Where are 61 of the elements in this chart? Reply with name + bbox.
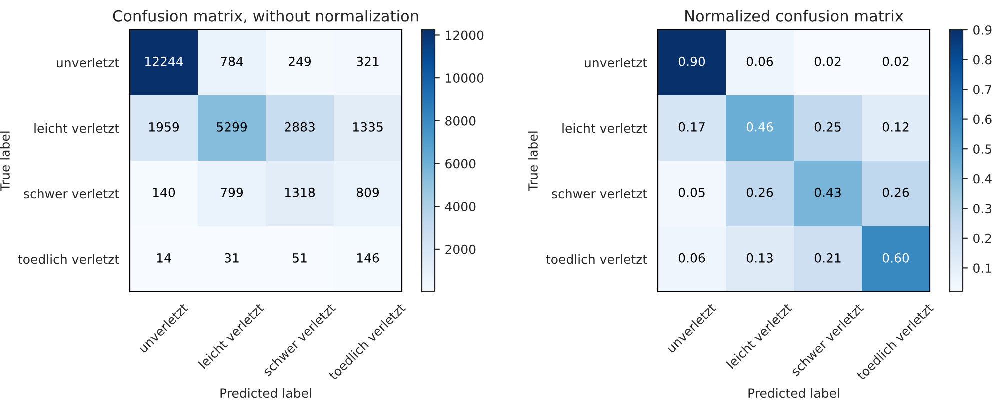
data-label: 784 <box>221 56 244 66</box>
data-label: 0.90 <box>678 56 706 66</box>
x-axis-title: Predicted label <box>748 388 840 398</box>
color-bar-label: 0.8 <box>974 55 992 65</box>
data-label: 0.06 <box>746 56 774 66</box>
y-tick-label: toedlich verletzt <box>18 254 120 264</box>
x-axis-title: Predicted label <box>220 388 312 398</box>
y-tick-label: toedlich verletzt <box>546 254 648 264</box>
data-label: 799 <box>221 188 244 198</box>
y-tick-label: leicht verletzt <box>34 124 120 134</box>
data-label: 31 <box>225 253 239 263</box>
chart-title: Normalized confusion matrix <box>686 10 904 22</box>
data-label: 0.05 <box>678 188 705 198</box>
data-label: 0.21 <box>814 253 841 263</box>
color-bar-label: 0.5 <box>974 144 992 154</box>
data-label: 1318 <box>285 188 316 198</box>
data-label: 0.02 <box>814 56 841 66</box>
data-label: 146 <box>357 253 380 263</box>
data-label: 140 <box>153 188 176 198</box>
data-label: 0.02 <box>882 56 909 66</box>
data-label: 51 <box>293 254 307 263</box>
data-label: 0.46 <box>746 122 774 132</box>
y-tick-label: unverletzt <box>585 58 648 68</box>
color-bar-label: 0.1 <box>974 264 992 274</box>
y-axis-title: True label <box>0 132 10 192</box>
data-label: 0.60 <box>882 253 910 263</box>
data-label: 0.25 <box>814 122 841 132</box>
y-tick-label: schwer verletzt <box>24 189 120 199</box>
data-label: 1959 <box>149 122 180 132</box>
y-tick-label: schwer verletzt <box>552 189 648 199</box>
data-label: 0.43 <box>814 188 841 198</box>
data-label: 0.17 <box>678 122 705 132</box>
color-bar-label: 4000 <box>445 202 476 212</box>
color-bar-label: 0.3 <box>974 204 992 214</box>
color-bar-label: 12000 <box>446 30 484 40</box>
data-label: 5299 <box>217 122 248 132</box>
data-label: 0.13 <box>746 253 773 263</box>
data-label: 809 <box>356 188 380 198</box>
color-bar-label: 2000 <box>446 244 476 254</box>
chart-title: Confusion matrix, without normalization <box>113 10 418 24</box>
data-label: 0.12 <box>882 122 909 132</box>
color-bar-label: 8000 <box>446 116 476 126</box>
color-bar-label: 0.4 <box>974 174 992 184</box>
color-bar-label: 0.9 <box>974 25 992 35</box>
data-label: 14 <box>157 254 172 263</box>
data-label: 2883 <box>285 122 315 132</box>
y-tick-label: unverletzt <box>57 58 120 68</box>
color-bar-label: 0.6 <box>974 114 992 124</box>
y-axis-title: True label <box>528 132 538 192</box>
color-bar-label: 0.2 <box>974 234 992 244</box>
data-label: 0.26 <box>746 188 774 198</box>
data-label: 0.26 <box>882 188 910 198</box>
data-label: 1335 <box>353 122 383 132</box>
color-bar-label: 10000 <box>446 74 484 83</box>
data-label: 249 <box>288 56 312 66</box>
y-tick-label: leicht verletzt <box>562 124 648 134</box>
data-label: 321 <box>357 56 379 66</box>
data-label: 12244 <box>145 56 184 66</box>
color-bar-label: 6000 <box>446 159 476 169</box>
color-bar-label: 0.7 <box>974 85 992 94</box>
data-label: 0.06 <box>678 253 706 263</box>
